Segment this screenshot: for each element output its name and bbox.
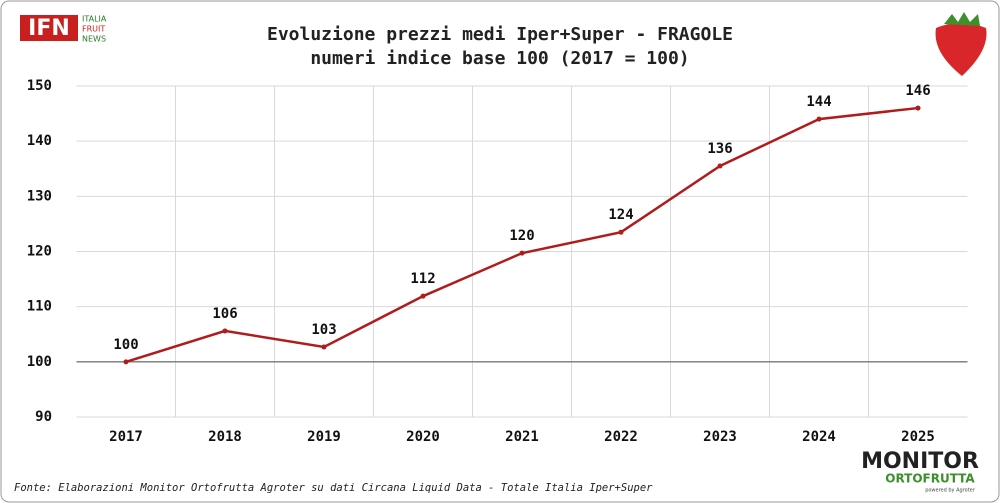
source-note: Fonte: Elaborazioni Monitor Ortofrutta A… — [14, 482, 653, 494]
point — [420, 293, 426, 299]
chart-subtitle: numeri indice base 100 (2017 = 100) — [310, 48, 689, 69]
point — [222, 328, 228, 334]
x-tick-label: 2018 — [208, 429, 242, 445]
point — [618, 229, 624, 235]
logo-box — [20, 15, 78, 41]
y-tick-label: 150 — [27, 78, 52, 94]
data-label: 146 — [905, 83, 930, 99]
y-tick-label: 90 — [35, 409, 52, 425]
data-label: 103 — [311, 322, 336, 338]
x-tick-label: 2025 — [901, 429, 935, 445]
data-label: 120 — [509, 228, 534, 244]
x-tick-label: 2020 — [406, 429, 440, 445]
logo-line: NEWS — [82, 35, 106, 44]
point — [915, 105, 921, 111]
x-tick-label: 2022 — [604, 429, 638, 445]
data-label: 124 — [608, 207, 633, 223]
data-label: 100 — [113, 337, 138, 353]
data-label: 144 — [806, 94, 831, 110]
strawberry-icon — [935, 12, 987, 76]
y-tick-label: 100 — [27, 354, 52, 370]
point — [519, 250, 525, 256]
logo-text: ORTOFRUTTA — [885, 472, 975, 486]
logo-text: MONITOR — [861, 449, 979, 474]
logo-mark: IFN — [28, 16, 70, 41]
ifn-logo: IFN ITALIA FRUIT NEWS — [20, 15, 107, 44]
data-label: 112 — [410, 271, 435, 287]
point — [717, 163, 723, 169]
point — [816, 116, 822, 122]
monitor-logo: MONITOR ORTOFRUTTA powered by Agroter — [861, 449, 979, 494]
data-label: 106 — [212, 306, 237, 322]
x-tick-label: 2024 — [802, 429, 836, 445]
y-tick-label: 130 — [27, 188, 52, 204]
point — [123, 359, 129, 365]
point — [321, 344, 327, 350]
logo-line: FRUIT — [82, 25, 105, 34]
y-tick-label: 110 — [27, 299, 52, 315]
chart-title: Evoluzione prezzi medi Iper+Super - FRAG… — [267, 24, 733, 45]
logo-line: ITALIA — [82, 15, 107, 24]
y-tick-label: 140 — [27, 133, 52, 149]
x-tick-label: 2023 — [703, 429, 737, 445]
data-label: 136 — [707, 141, 732, 157]
logo-text: powered by Agroter — [925, 488, 976, 494]
y-tick-label: 120 — [27, 244, 52, 260]
x-tick-label: 2017 — [109, 429, 143, 445]
x-tick-label: 2019 — [307, 429, 341, 445]
x-tick-label: 2021 — [505, 429, 539, 445]
